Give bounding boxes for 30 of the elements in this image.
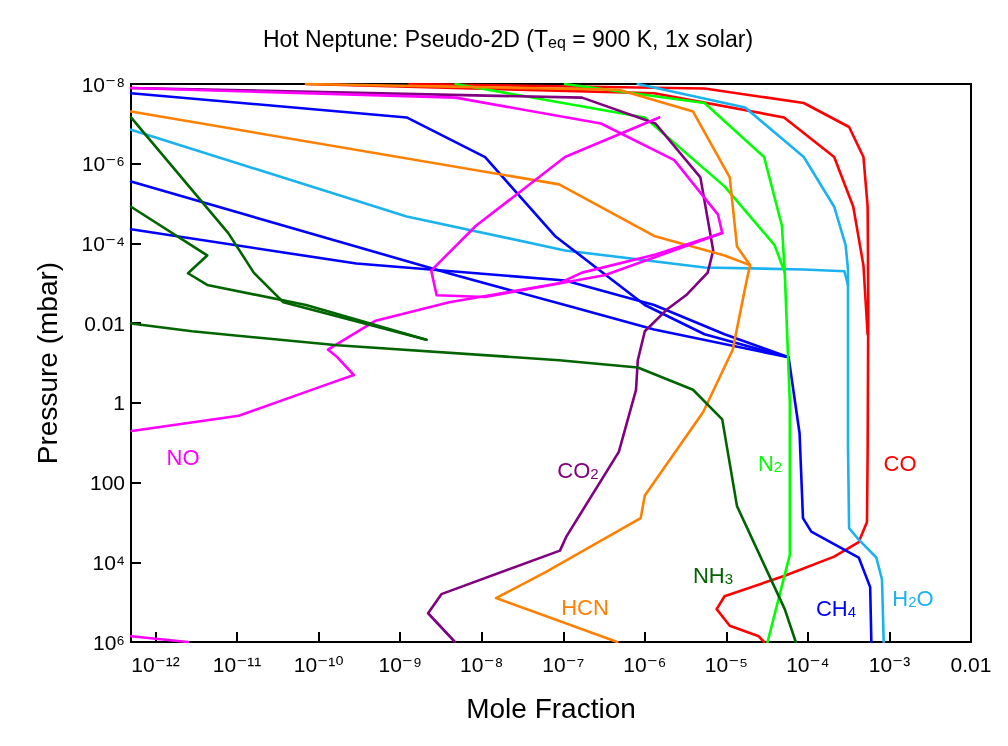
chart-title: Hot Neptune: Pseudo-2D (Teq = 900 K, 1x solar) [262, 25, 754, 52]
x-tick-label: 10⁻⁴ [786, 653, 830, 676]
y-tick-label: 10⁴ [92, 550, 125, 574]
x-tick-label: 10⁻³ [868, 653, 911, 676]
y-tick-label: 10⁻⁴ [81, 231, 125, 255]
annotation: NH3 [692, 562, 734, 588]
y-tick-label: 10⁶ [92, 630, 125, 654]
x-tick-label: 10⁻⁹ [378, 653, 422, 676]
y-axis-title: Pressure (mbar) [31, 261, 63, 465]
x-tick-label: 10⁻⁸ [460, 653, 504, 676]
annotation: CO2 [557, 457, 599, 483]
y-tick-label: 1 [113, 391, 125, 415]
y-tick-label: 0.01 [84, 311, 125, 335]
annotation: CH4 [815, 595, 857, 621]
annotation: N2 [757, 450, 783, 476]
annotation: NO [166, 444, 200, 470]
x-axis-title: Mole Fraction [466, 692, 636, 724]
x-tick-label: 10⁻⁷ [542, 653, 585, 676]
annotation: H2O [892, 585, 934, 611]
x-tick-label: 10⁻⁶ [623, 653, 667, 676]
x-tick-label: 10⁻¹⁰ [293, 653, 344, 676]
x-tick-label: 0.01 [950, 653, 992, 676]
x-tick-label: 10⁻¹¹ [212, 653, 262, 676]
annotation: CO [883, 450, 917, 476]
y-tick-label: 100 [89, 471, 125, 495]
y-tick-label: 10⁻⁸ [81, 72, 125, 96]
annotation: HCN [561, 594, 609, 620]
x-tick-label: 10⁻¹² [131, 653, 180, 676]
x-tick-label: 10⁻⁵ [704, 653, 748, 676]
y-tick-label: 10⁻⁶ [81, 152, 125, 176]
